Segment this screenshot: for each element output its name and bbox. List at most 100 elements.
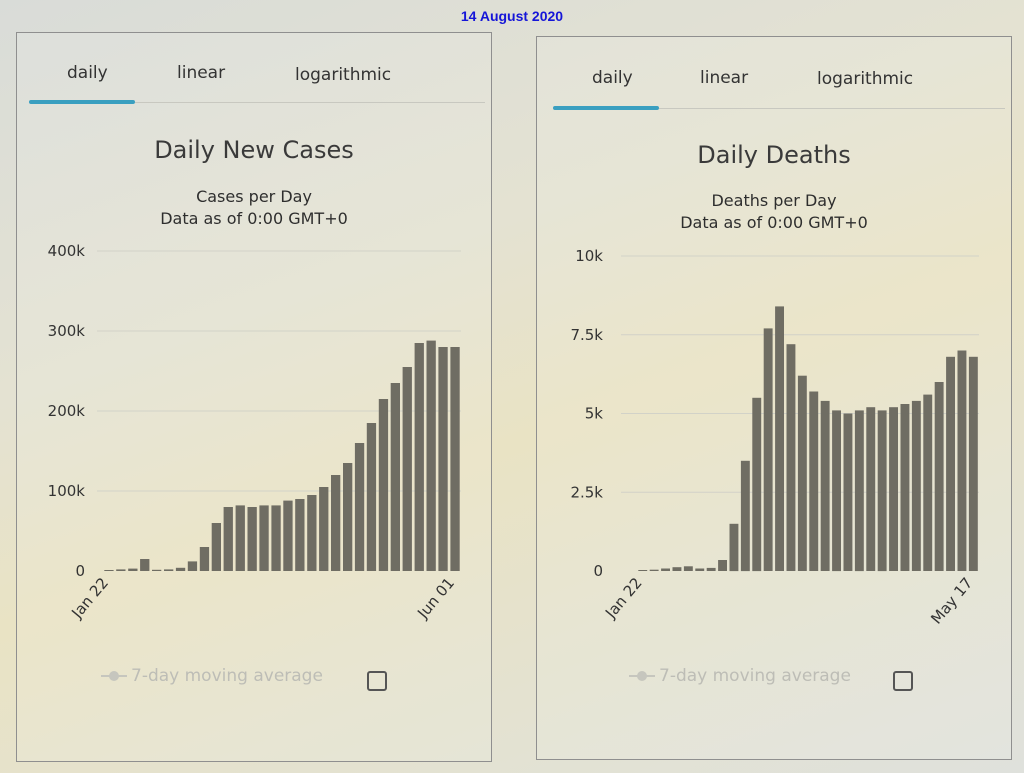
deaths-panel: daily linear logarithmic Daily Deaths De…: [536, 36, 1012, 760]
tab-divider: [659, 108, 1005, 109]
data-bar: [164, 569, 174, 571]
data-bar: [343, 463, 353, 571]
data-bar: [866, 407, 876, 571]
data-bar: [923, 394, 933, 571]
data-bar: [683, 566, 693, 571]
y-tick-label: 200k: [48, 402, 86, 420]
chart-subtitle-line-1: Deaths per Day: [711, 191, 837, 210]
data-bar: [718, 560, 727, 571]
tab-linear[interactable]: linear: [700, 68, 749, 88]
data-bar: [729, 523, 739, 572]
data-bar: [752, 397, 762, 572]
data-bar: [259, 505, 269, 571]
x-tick-label: May 17: [927, 574, 976, 628]
data-bar: [854, 410, 864, 572]
tab-daily[interactable]: daily: [67, 63, 108, 83]
data-bar: [283, 500, 293, 571]
data-bar: [295, 499, 305, 571]
data-bar: [331, 475, 341, 571]
y-tick-label: 0: [75, 562, 85, 580]
data-bar: [366, 423, 377, 571]
y-tick-label: 7.5k: [570, 326, 603, 344]
y-tick-label: 2.5k: [570, 483, 603, 501]
chart-subtitle-line-2: Data as of 0:00 GMT+0: [680, 213, 868, 232]
data-bar: [223, 507, 233, 571]
legend-label: 7-day moving average: [131, 666, 323, 686]
chart-title: Daily New Cases: [154, 136, 354, 164]
data-bar: [763, 328, 773, 571]
data-bar: [187, 561, 198, 571]
tab-linear[interactable]: linear: [177, 63, 226, 83]
tab-divider: [135, 102, 485, 103]
y-tick-label: 400k: [48, 242, 86, 260]
data-bar: [843, 413, 853, 571]
data-bar: [175, 567, 186, 571]
legend-line-dot-icon: [629, 671, 655, 681]
data-bar: [354, 443, 365, 571]
data-bar: [672, 567, 682, 571]
y-tick-label: 100k: [48, 482, 86, 500]
data-bar: [235, 505, 245, 571]
data-bar: [889, 407, 898, 571]
data-bar: [319, 487, 329, 571]
active-tab-indicator: [29, 100, 135, 104]
legend-label: 7-day moving average: [659, 666, 851, 686]
chart-title: Daily Deaths: [697, 141, 851, 169]
data-bar: [104, 570, 114, 571]
report-date: 14 August 2020: [460, 8, 564, 24]
data-bar: [128, 568, 138, 571]
data-bar: [820, 400, 830, 571]
active-tab-indicator: [553, 106, 659, 110]
data-bar: [900, 404, 910, 571]
chart-subtitle-line-1: Cases per Day: [196, 187, 312, 206]
tab-daily[interactable]: daily: [592, 68, 633, 88]
data-bar: [426, 340, 436, 571]
moving-average-checkbox[interactable]: [367, 671, 387, 691]
deaths-bar-chart: 0 2.5k 5k 7.5k 10k Jan 22 May 17: [570, 247, 979, 628]
chart-subtitle-line-2: Data as of 0:00 GMT+0: [160, 209, 348, 228]
data-bar: [402, 367, 412, 571]
data-bar: [934, 382, 944, 571]
data-bar: [307, 495, 317, 571]
tab-logarithmic[interactable]: logarithmic: [817, 69, 914, 89]
data-bar: [649, 569, 659, 571]
moving-average-checkbox[interactable]: [893, 671, 913, 691]
data-bar: [638, 570, 648, 571]
data-bar: [152, 569, 162, 571]
data-bar: [378, 399, 389, 571]
data-bar: [911, 400, 921, 571]
x-tick-label: Jun 01: [413, 574, 458, 623]
x-tick-label: Jan 22: [601, 574, 646, 622]
data-bar: [740, 460, 750, 572]
data-bar: [968, 356, 978, 571]
legend-line-dot-icon: [101, 671, 127, 681]
data-bar: [695, 568, 705, 571]
data-bar: [797, 375, 807, 571]
data-bar: [438, 347, 448, 571]
moving-average-legend[interactable]: 7-day moving average: [629, 666, 851, 686]
tab-logarithmic[interactable]: logarithmic: [295, 65, 392, 85]
data-bar: [271, 505, 281, 571]
data-bar: [140, 559, 150, 571]
y-tick-label: 5k: [585, 405, 604, 423]
moving-average-legend[interactable]: 7-day moving average: [101, 666, 323, 686]
data-bar: [775, 306, 784, 571]
data-bar: [832, 410, 841, 572]
cases-bar-chart: 0 100k 200k 300k 400k Jan 22 Jun 01: [48, 242, 461, 623]
y-tick-label: 0: [593, 562, 603, 580]
data-bar: [199, 547, 210, 571]
data-bar: [809, 391, 819, 571]
data-bar: [946, 356, 955, 571]
data-bar: [957, 350, 967, 571]
data-bar: [247, 507, 257, 571]
y-tick-label: 300k: [48, 322, 86, 340]
data-bar: [450, 347, 460, 571]
chart-subtitle: Deaths per Day Data as of 0:00 GMT+0: [537, 190, 1011, 234]
x-tick-label: Jan 22: [67, 574, 112, 622]
data-bar: [390, 383, 400, 571]
data-bar: [786, 344, 796, 571]
data-bar: [661, 568, 670, 571]
data-bar: [116, 569, 126, 571]
data-bar: [706, 567, 716, 571]
cases-panel: daily linear logarithmic Daily New Cases…: [16, 32, 492, 762]
